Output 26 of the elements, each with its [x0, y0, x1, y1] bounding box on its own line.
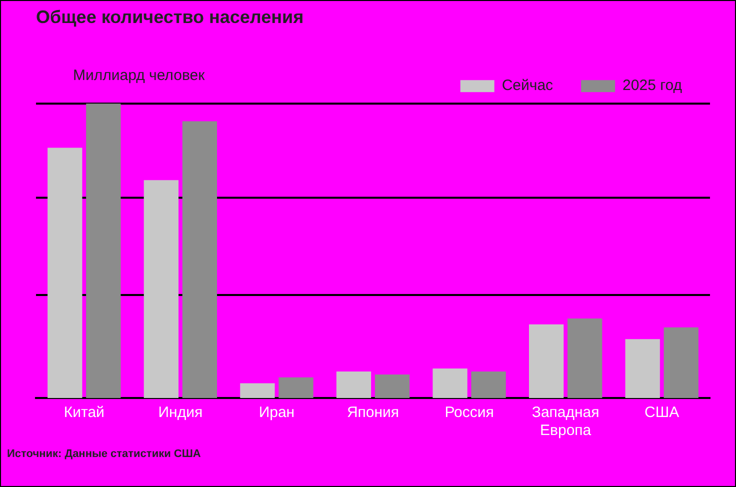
x-tick-label: Япония	[346, 404, 400, 422]
bar	[86, 104, 121, 398]
chart-title: Общее количество населения	[36, 6, 304, 27]
bar	[278, 377, 314, 398]
x-tick-label: Иран	[258, 404, 295, 422]
legend-label: Сейчас	[502, 77, 554, 94]
bar	[182, 121, 218, 398]
bar	[528, 324, 564, 398]
x-tick-label: США	[644, 404, 680, 422]
bar	[432, 368, 468, 398]
text: Источник: Данные статистики США	[7, 448, 201, 460]
bar	[664, 327, 698, 398]
bar	[374, 374, 410, 398]
bar	[240, 383, 275, 398]
bar	[567, 318, 602, 398]
x-tick-label: Китай	[64, 404, 104, 422]
bar	[48, 148, 82, 398]
bar	[144, 180, 179, 398]
bar	[625, 339, 660, 398]
y-axis-title: Миллиард человек	[73, 67, 205, 84]
legend-label: 2025 год	[622, 77, 682, 94]
x-tick-label: Западная Европа	[532, 404, 600, 440]
x-tick-label: Индия	[158, 404, 203, 422]
bar	[471, 372, 506, 398]
bar	[336, 372, 372, 398]
x-tick-label: Россия	[444, 404, 494, 422]
